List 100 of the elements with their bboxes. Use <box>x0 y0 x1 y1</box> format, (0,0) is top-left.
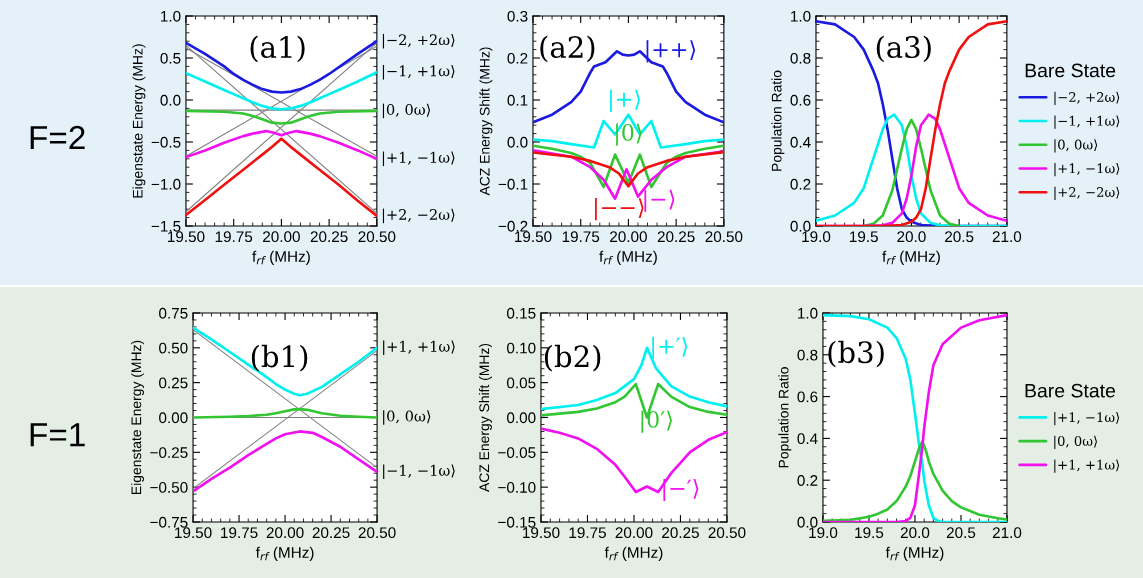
x-axis-title: f$_{rf}$ (MHz) <box>885 546 944 561</box>
annotation: (b3) <box>828 340 884 368</box>
series-label: |+1, −1ω⟩ <box>382 151 455 167</box>
annotation: |−⟩ <box>644 189 675 212</box>
series-label: |+1, +1ω⟩ <box>383 340 455 356</box>
x-tick-label: 20.0 <box>900 527 930 539</box>
y-axis-title: ACZ Energy Shift (MHz) <box>479 47 493 196</box>
x-tick-label: 20.5 <box>945 231 974 243</box>
y-tick-label: 0.8 <box>790 52 811 64</box>
x-tick-label: 19.75 <box>562 231 600 243</box>
x-tick-label: 20.50 <box>708 527 746 539</box>
annotation: |+⟩ <box>610 89 641 112</box>
y-tick-label: −0.1 <box>498 178 528 190</box>
y-tick-label: 0.0 <box>790 220 811 232</box>
x-tick-label: 20.00 <box>266 527 304 539</box>
y-tick-label: 0.4 <box>797 433 818 445</box>
x-tick-label: 20.25 <box>657 231 695 243</box>
y-tick-label: −0.50 <box>150 482 188 493</box>
x-axis-title: f$_{rf}$ (MHz) <box>599 250 657 265</box>
x-tick-label: 20.50 <box>705 231 743 243</box>
y-tick-label: 0.5 <box>160 52 181 64</box>
y-tick-label: 0.2 <box>790 178 811 190</box>
x-tick-label: 19.0 <box>802 231 831 243</box>
y-tick-label: 1.0 <box>798 307 818 319</box>
y-tick-label: 0.0 <box>507 136 528 148</box>
text: F=2 <box>30 125 85 150</box>
series-label: |0, 0ω⟩ <box>383 410 431 425</box>
annotation: |0⟩ <box>616 123 642 146</box>
y-axis-title: Eigenstate Energy (MHz) <box>131 340 144 494</box>
legend-label: |+1, +1ω⟩ <box>1054 459 1120 473</box>
x-tick-label: 20.25 <box>310 231 348 243</box>
x-tick-label: 21.0 <box>992 231 1022 243</box>
y-tick-label: 1.0 <box>161 10 181 22</box>
annotation: (a3) <box>876 35 931 63</box>
x-axis-title: f$_{rf}$ (MHz) <box>882 250 940 265</box>
x-tick-label: 19.75 <box>215 231 253 243</box>
annotation: |+′⟩ <box>652 336 688 359</box>
y-tick-label: −0.05 <box>498 447 536 459</box>
x-tick-label: 20.25 <box>312 527 350 539</box>
x-tick-label: 19.50 <box>523 527 560 539</box>
x-tick-label: 19.0 <box>809 527 838 539</box>
y-tick-label: 0.0 <box>160 94 181 106</box>
x-tick-label: 19.75 <box>569 527 606 539</box>
legend-label: |+1, −1ω⟩ <box>1054 163 1120 177</box>
y-tick-label: −1.0 <box>151 178 181 190</box>
y-tick-label: 0.00 <box>159 412 188 424</box>
y-tick-label: 1.0 <box>791 10 811 22</box>
x-tick-label: 20.00 <box>615 527 653 539</box>
annotation: (b1) <box>251 344 308 372</box>
legend-title: Bare State <box>1025 383 1116 398</box>
y-tick-label: −0.2 <box>498 220 528 232</box>
legend-label: |+2, −2ω⟩ <box>1054 186 1120 200</box>
legend-title: Bare State <box>1025 63 1116 78</box>
legend-label: |0, 0ω⟩ <box>1054 435 1097 449</box>
y-axis-title: ACZ Energy Shift (MHz) <box>478 343 492 492</box>
y-axis-title: Eigenstate Energy (MHz) <box>132 44 146 198</box>
annotation: |0′⟩ <box>641 410 672 433</box>
y-tick-label: 0.3 <box>507 10 528 22</box>
x-tick-label: 21.0 <box>992 527 1022 539</box>
text: F=1 <box>30 423 85 447</box>
y-tick-label: 0.75 <box>159 307 188 319</box>
x-tick-label: 19.50 <box>175 527 212 539</box>
series-label: |0, 0ω⟩ <box>382 103 431 119</box>
series-label: |−1, −1ω⟩ <box>383 464 455 480</box>
y-tick-label: 0.8 <box>797 349 818 361</box>
series-label: |+2, −2ω⟩ <box>382 208 455 224</box>
x-tick-label: 20.25 <box>662 527 699 539</box>
y-tick-label: 0.2 <box>507 52 528 64</box>
y-tick-label: 0.4 <box>790 136 811 148</box>
x-tick-label: 19.5 <box>855 527 884 539</box>
y-tick-label: 0.2 <box>797 475 818 486</box>
y-tick-label: 0.00 <box>506 412 536 424</box>
series-label: |−1, +1ω⟩ <box>382 65 455 80</box>
y-axis-title: Population Ratio <box>778 367 792 468</box>
y-tick-label: −0.25 <box>150 447 188 459</box>
x-tick-label: 20.5 <box>946 527 976 539</box>
x-tick-label: 19.50 <box>168 231 205 243</box>
x-tick-label: 20.50 <box>358 527 396 539</box>
x-tick-label: 19.5 <box>850 231 878 243</box>
legend-label: |+1, −1ω⟩ <box>1054 411 1120 426</box>
y-tick-label: −1.5 <box>151 221 181 232</box>
x-tick-label: 19.75 <box>221 527 258 539</box>
y-tick-label: 0.6 <box>797 391 818 403</box>
annotation: |++⟩ <box>646 40 696 63</box>
legend-label: |−1, +1ω⟩ <box>1054 115 1120 129</box>
y-tick-label: −0.10 <box>498 482 536 493</box>
y-tick-label: −0.15 <box>498 516 536 528</box>
y-tick-label: 0.1 <box>507 94 528 106</box>
annotation: (b2) <box>544 344 601 372</box>
annotation: (a1) <box>250 35 305 63</box>
x-tick-label: 20.00 <box>610 231 647 243</box>
x-axis-title: f$_{rf}$ (MHz) <box>604 546 663 561</box>
x-tick-label: 20.00 <box>263 231 300 243</box>
y-tick-label: 0.50 <box>159 342 188 354</box>
legend-label: |0, 0ω⟩ <box>1054 139 1098 153</box>
y-tick-label: 0.05 <box>506 377 536 389</box>
x-tick-label: 20.0 <box>897 231 926 243</box>
y-tick-label: −0.5 <box>151 136 181 148</box>
x-axis-title: f$_{rf}$ (MHz) <box>252 250 310 265</box>
y-tick-label: −0.75 <box>150 516 188 528</box>
